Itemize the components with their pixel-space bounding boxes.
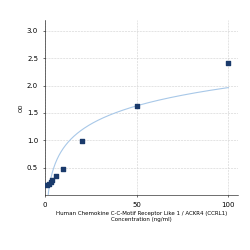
Point — [54, 174, 58, 178]
Point — [47, 182, 51, 186]
Y-axis label: OD: OD — [19, 103, 24, 112]
Point — [226, 61, 230, 65]
Point — [45, 183, 49, 187]
Point — [61, 167, 65, 171]
Point — [135, 104, 139, 108]
Point — [80, 140, 84, 143]
Point — [48, 180, 52, 184]
X-axis label: Human Chemokine C-C-Motif Receptor Like 1 / ACKR4 (CCRL1)
Concentration (ng/ml): Human Chemokine C-C-Motif Receptor Like … — [56, 211, 227, 222]
Point — [50, 178, 54, 182]
